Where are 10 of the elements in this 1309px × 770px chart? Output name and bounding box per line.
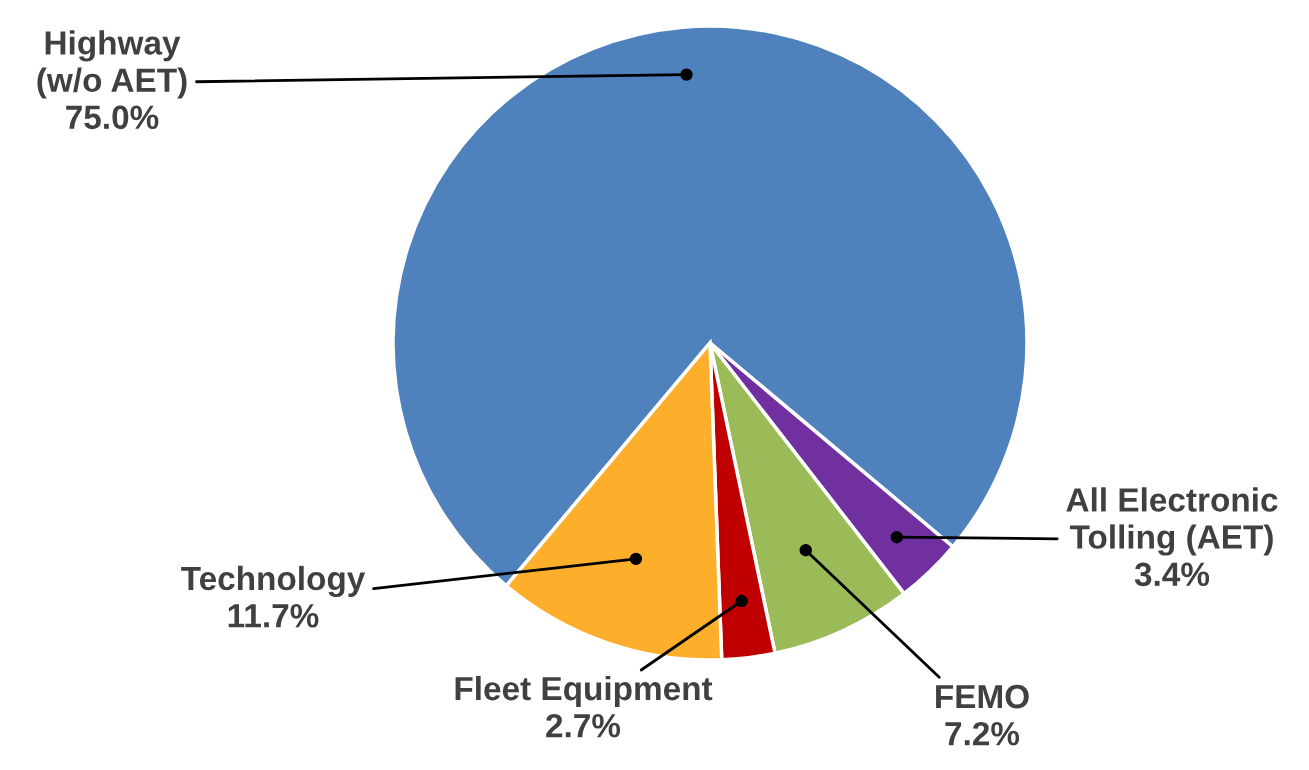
data-label: 11.7% (228, 604, 319, 628)
slice-label: Highway (w/o AET) (37, 30, 187, 99)
data-label: 75.0% (66, 105, 159, 130)
slice-label: FEMO (936, 684, 1029, 709)
slice-label: Technology (181, 565, 366, 598)
data-label: 7.2% (945, 721, 1020, 746)
data-label: 3.4% (1134, 562, 1210, 587)
slice-label: Fleet Equipment (455, 675, 713, 707)
slice-label: All Electronic Tolling (AET) (1066, 487, 1278, 556)
data-label: 2.7% (546, 713, 621, 738)
